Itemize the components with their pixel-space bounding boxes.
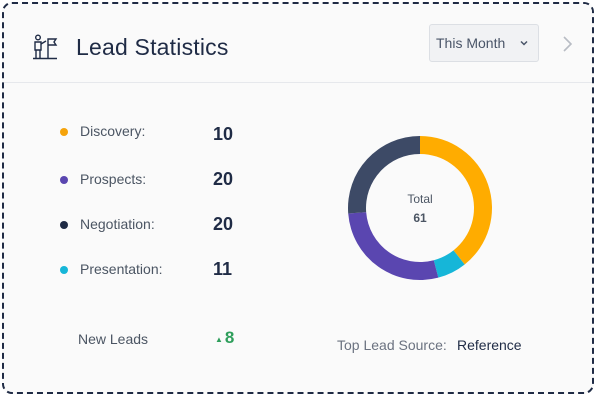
legend-label: Prospects: — [80, 171, 147, 187]
page-title: Lead Statistics — [76, 34, 229, 60]
donut-total-label: Total — [407, 192, 433, 206]
legend-dot — [60, 176, 68, 184]
trend-up-icon: ▲ — [215, 335, 223, 344]
legend-label: Presentation: — [80, 261, 163, 277]
new-leads-label: New Leads — [78, 331, 149, 347]
negotiation-count: 20 — [213, 214, 234, 234]
chevron-right-icon[interactable] — [560, 34, 574, 54]
legend-label: Discovery: — [80, 123, 146, 139]
donut-slice-prospects — [348, 212, 439, 280]
donut-slice-presentation — [433, 250, 465, 278]
legend-dot — [60, 221, 68, 229]
donut-slice-discovery — [420, 136, 492, 265]
prospects-count: 20 — [213, 169, 234, 189]
presenter-flag-icon — [33, 34, 58, 60]
presentation-count: 11 — [213, 259, 233, 279]
card-header: Lead Statistics This Month — [4, 4, 592, 83]
new-leads-number: 8 — [224, 328, 235, 347]
top-lead-source-label: Top Lead Source: — [337, 337, 447, 353]
chevron-down-icon — [520, 40, 528, 46]
legend-dot — [60, 266, 68, 274]
donut-total-value: 61 — [413, 211, 427, 225]
lead-statistics-card: Lead Statistics This Month Discovery: 10… — [2, 2, 594, 394]
discovery-count: 10 — [213, 124, 234, 144]
new-leads-value: ▲ 8 — [215, 328, 234, 348]
donut-slice-negotiation — [348, 136, 420, 214]
legend-dot — [60, 128, 68, 136]
period-select[interactable]: This Month — [429, 24, 539, 62]
top-lead-source-value: Reference — [457, 337, 522, 353]
lead-donut-chart — [348, 136, 492, 280]
legend-label: Negotiation: — [80, 216, 155, 232]
period-select-value: This Month — [436, 35, 506, 51]
